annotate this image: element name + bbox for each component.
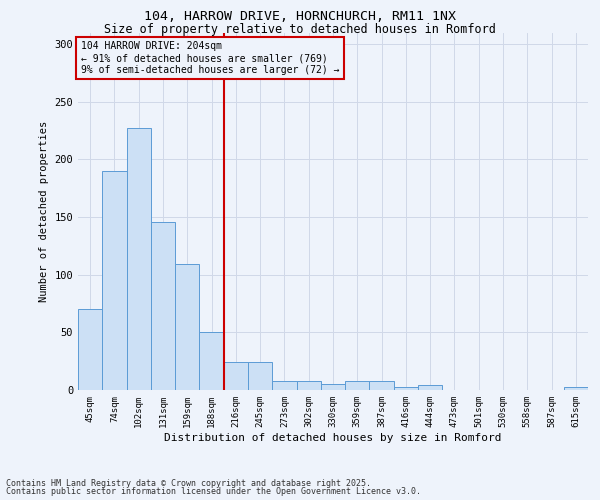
Bar [394, 386, 418, 390]
Bar [345, 381, 370, 390]
Text: 104 HARROW DRIVE: 204sqm
← 91% of detached houses are smaller (769)
9% of semi-d: 104 HARROW DRIVE: 204sqm ← 91% of detach… [80, 42, 339, 74]
Text: 104, HARROW DRIVE, HORNCHURCH, RM11 1NX: 104, HARROW DRIVE, HORNCHURCH, RM11 1NX [144, 10, 456, 23]
Bar [564, 386, 588, 390]
Bar [199, 332, 224, 390]
Bar [296, 381, 321, 390]
Bar [272, 381, 296, 390]
X-axis label: Distribution of detached houses by size in Romford: Distribution of detached houses by size … [164, 432, 502, 442]
Bar [321, 384, 345, 390]
Bar [102, 171, 127, 390]
Bar [151, 222, 175, 390]
Bar [248, 362, 272, 390]
Y-axis label: Number of detached properties: Number of detached properties [39, 120, 49, 302]
Bar [370, 381, 394, 390]
Bar [224, 362, 248, 390]
Bar [127, 128, 151, 390]
Bar [175, 264, 199, 390]
Text: Contains public sector information licensed under the Open Government Licence v3: Contains public sector information licen… [6, 487, 421, 496]
Text: Contains HM Land Registry data © Crown copyright and database right 2025.: Contains HM Land Registry data © Crown c… [6, 478, 371, 488]
Bar [418, 386, 442, 390]
Text: Size of property relative to detached houses in Romford: Size of property relative to detached ho… [104, 22, 496, 36]
Bar [78, 310, 102, 390]
